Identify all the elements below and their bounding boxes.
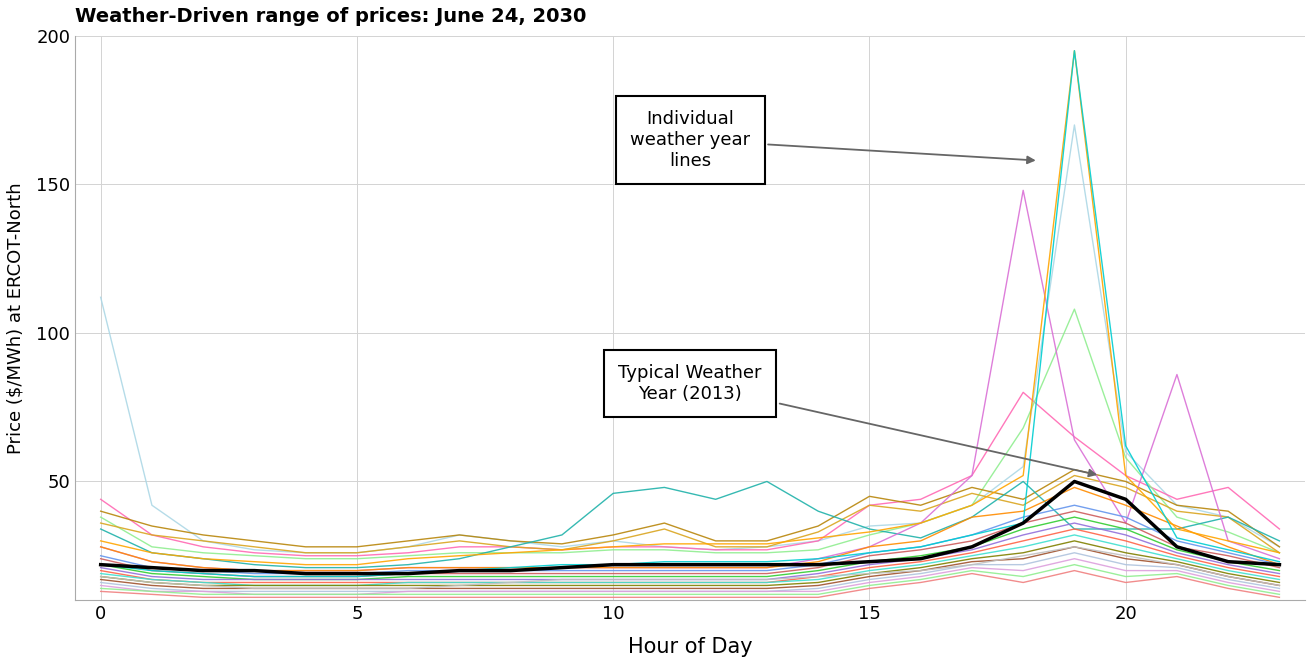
Y-axis label: Price ($/MWh) at ERCOT-North: Price ($/MWh) at ERCOT-North [7,182,25,454]
Text: Individual
weather year
lines: Individual weather year lines [630,110,1034,169]
Text: Typical Weather
Year (2013): Typical Weather Year (2013) [618,364,1096,476]
X-axis label: Hour of Day: Hour of Day [627,637,752,657]
Text: Weather-Driven range of prices: June 24, 2030: Weather-Driven range of prices: June 24,… [75,7,586,26]
